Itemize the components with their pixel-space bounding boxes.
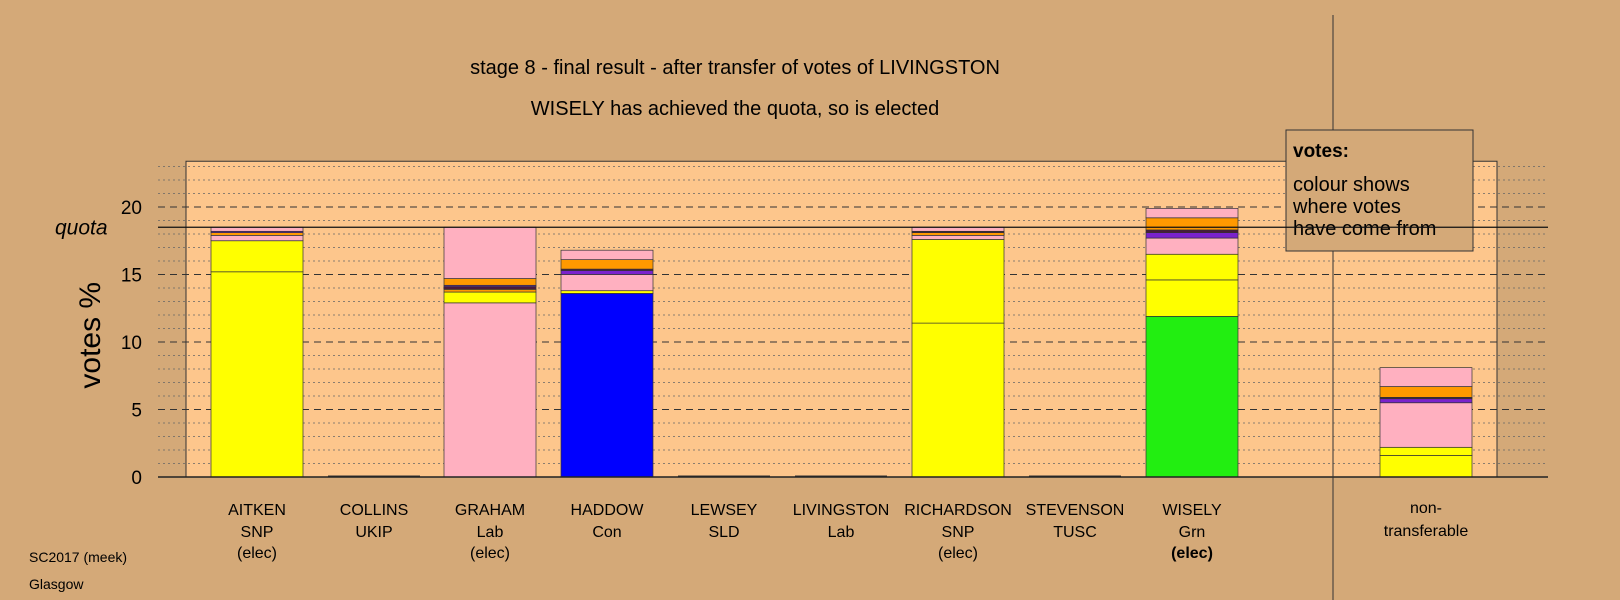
bar-nontransferable-segment xyxy=(1379,402,1473,448)
bar-wisely-segment xyxy=(1145,279,1239,317)
bar-aitken-segment xyxy=(210,271,304,478)
footer-council: Glasgow xyxy=(29,576,84,592)
y-tick-label: 10 xyxy=(121,333,142,354)
bar-haddow-segment xyxy=(560,274,654,292)
candidate-party: TUSC xyxy=(1053,524,1097,541)
bar-richardson-segment xyxy=(911,322,1005,478)
bar-nontransferable-segment xyxy=(1379,455,1473,478)
legend-title: votes: xyxy=(1293,141,1349,162)
bar-wisely-segment xyxy=(1145,217,1239,231)
footer-source: SC2017 (meek) xyxy=(29,549,128,565)
y-tick-label: 5 xyxy=(131,401,142,422)
candidate-name: LIVINGSTON xyxy=(793,502,890,519)
bar-haddow-segment xyxy=(560,290,654,294)
bar-aitken-segment xyxy=(210,235,304,242)
bar-graham-segment xyxy=(443,302,537,478)
bar-richardson-segment xyxy=(911,239,1005,324)
candidate-party: SLD xyxy=(708,524,739,541)
candidate-name: WISELY xyxy=(1162,502,1222,519)
bar-wisely-segment xyxy=(1145,253,1239,281)
chart-subtitle: WISELY has achieved the quota, so is ele… xyxy=(531,98,939,120)
bar-graham-segment xyxy=(443,291,537,304)
candidate-name: RICHARDSON xyxy=(904,502,1012,519)
bar-richardson-segment xyxy=(911,235,1005,240)
y-axis-label: votes % xyxy=(74,282,107,389)
bar-haddow-segment xyxy=(560,259,654,270)
candidate-name: HADDOW xyxy=(571,502,645,519)
y-tick-label: 20 xyxy=(121,198,142,219)
bar-wisely-segment xyxy=(1145,316,1239,478)
legend-box xyxy=(1285,129,1474,252)
bar-haddow-segment xyxy=(560,293,654,478)
bar-graham-segment xyxy=(443,278,537,286)
candidate-party: SNP xyxy=(942,524,975,541)
plot-panel xyxy=(185,160,1498,478)
candidate-party: Grn xyxy=(1179,524,1206,541)
bar-aitken-segment xyxy=(210,232,304,236)
bar-richardson-segment xyxy=(911,232,1005,236)
nontransferable-label: non- xyxy=(1410,500,1442,517)
legend-text: colour shows xyxy=(1293,174,1410,196)
candidate-name: AITKEN xyxy=(228,502,286,519)
bar-nontransferable-segment xyxy=(1379,386,1473,398)
candidate-name: GRAHAM xyxy=(455,502,525,519)
candidate-status: (elec) xyxy=(938,545,978,562)
bar-graham-segment xyxy=(443,226,537,279)
candidate-party: Lab xyxy=(828,524,855,541)
bar-haddow-segment xyxy=(560,249,654,260)
bar-wisely-segment xyxy=(1145,232,1239,239)
bar-graham-segment xyxy=(443,289,537,293)
bar-nontransferable-segment xyxy=(1379,367,1473,387)
chart-title: stage 8 - final result - after transfer … xyxy=(470,57,1000,79)
nontransferable-label: transferable xyxy=(1384,523,1469,540)
bar-nontransferable-segment xyxy=(1379,446,1473,456)
candidate-name: STEVENSON xyxy=(1026,502,1125,519)
candidate-status: (elec) xyxy=(470,545,510,562)
y-tick-label: 0 xyxy=(131,468,142,489)
bar-wisely-segment xyxy=(1145,208,1239,219)
legend-text: where votes xyxy=(1292,196,1401,218)
candidate-name: COLLINS xyxy=(340,502,408,519)
candidate-party: Lab xyxy=(477,524,504,541)
candidate-party: Con xyxy=(592,524,621,541)
bar-wisely-segment xyxy=(1145,237,1239,255)
bar-graham-segment xyxy=(443,286,537,290)
bar-wisely-segment xyxy=(1145,229,1239,233)
candidate-name: LEWSEY xyxy=(691,502,758,519)
bar-haddow-segment xyxy=(560,270,654,275)
y-tick-label: 15 xyxy=(121,266,142,287)
candidate-party: UKIP xyxy=(355,524,392,541)
legend-text: have come from xyxy=(1293,218,1436,240)
candidate-status: (elec) xyxy=(237,545,277,562)
bar-nontransferable-segment xyxy=(1379,398,1473,404)
bar-aitken-segment xyxy=(210,240,304,273)
quota-label: quota xyxy=(55,216,108,239)
candidate-status: (elec) xyxy=(1171,545,1213,562)
candidate-party: SNP xyxy=(241,524,274,541)
